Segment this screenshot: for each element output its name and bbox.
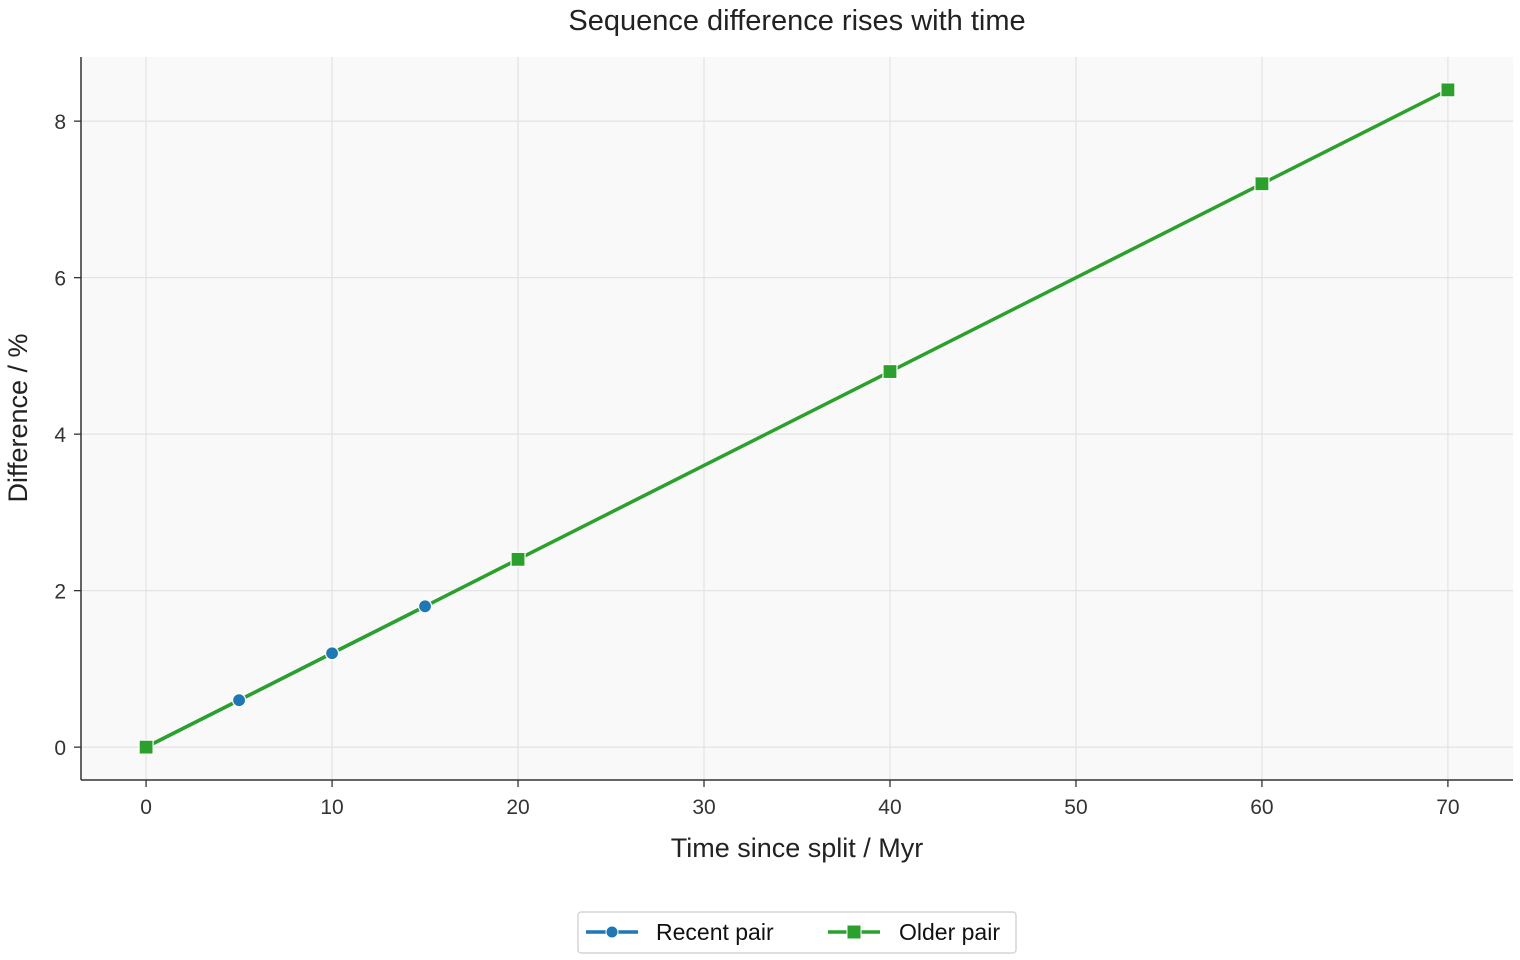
- data-point-older-pair: [882, 363, 898, 380]
- legend: Recent pair Older pair: [577, 911, 1017, 954]
- y-tick-label: 8: [54, 111, 66, 134]
- chart-title: Sequence difference rises with time: [568, 5, 1025, 37]
- axes: [80, 57, 1513, 781]
- legend-marker-older-pair: [846, 924, 862, 940]
- legend-marker-recent-pair: [605, 925, 619, 939]
- ticks: 0 10 20 30 40 50 60 70 0 2 4 6 8: [54, 111, 1459, 819]
- data-point-recent-pair: [324, 646, 340, 661]
- x-tick-label: 20: [506, 796, 529, 819]
- grid: [81, 57, 1513, 780]
- x-tick-label: 40: [878, 796, 901, 819]
- x-tick-label: 50: [1064, 796, 1087, 819]
- legend-box: [577, 911, 1017, 954]
- y-tick-label: 6: [54, 268, 66, 291]
- data-point-older-pair: [1254, 176, 1270, 192]
- data-point-recent-pair: [231, 693, 247, 708]
- y-tick-label: 0: [54, 737, 66, 760]
- y-tick-label: 4: [54, 424, 66, 447]
- legend-label-older-pair: Older pair: [899, 919, 1000, 945]
- x-tick-label: 60: [1250, 796, 1273, 819]
- legend-label-recent-pair: Recent pair: [656, 919, 774, 945]
- x-tick-label: 30: [692, 796, 715, 819]
- x-axis-label: Time since split / Myr: [671, 833, 924, 863]
- series-layer: [138, 82, 1456, 755]
- data-point-older-pair: [1440, 82, 1456, 98]
- data-point-older-pair: [510, 551, 526, 567]
- x-tick-label: 70: [1436, 796, 1459, 819]
- data-point-recent-pair: [417, 599, 433, 614]
- x-tick-label: 0: [140, 796, 152, 819]
- x-tick-label: 10: [320, 796, 343, 819]
- series-line-older-pair: [145, 88, 1449, 749]
- y-axis-label: Difference / %: [3, 333, 33, 502]
- y-tick-label: 2: [54, 581, 66, 604]
- data-point-older-pair: [138, 739, 154, 755]
